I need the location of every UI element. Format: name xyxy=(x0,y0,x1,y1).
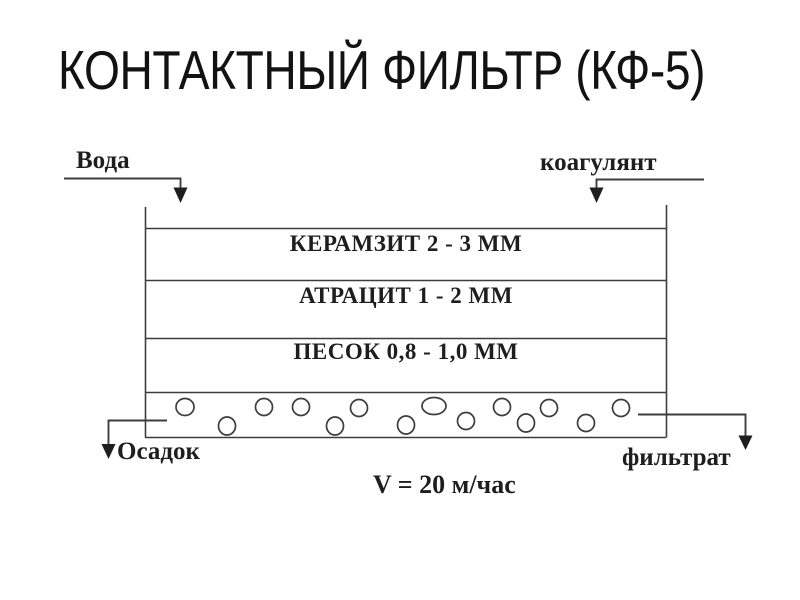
pebble xyxy=(325,416,345,436)
coagulant-inlet-pipe xyxy=(595,178,704,190)
sludge-arrowhead xyxy=(101,444,116,459)
pebble xyxy=(492,397,512,417)
layer-label-pesok: ПЕСОК 0,8 - 1,0 ММ xyxy=(293,339,519,364)
pebble xyxy=(456,411,476,431)
filtrate-arrowhead xyxy=(738,435,753,450)
water-inlet-label: Вода xyxy=(76,147,130,174)
gravel-pebbles xyxy=(175,396,631,436)
filtration-velocity-label: V = 20 м/час xyxy=(373,470,516,499)
pebble xyxy=(349,398,369,418)
pebble xyxy=(396,415,416,435)
water-inlet-pipe xyxy=(64,177,182,190)
pebble xyxy=(576,413,596,433)
pebble xyxy=(539,398,559,418)
pebble xyxy=(175,397,195,417)
pebble xyxy=(217,416,237,436)
pebble xyxy=(254,397,274,417)
water-inlet-arrowhead xyxy=(173,187,188,203)
pebble xyxy=(516,413,536,433)
layer-label-atracit: АТРАЦИТ 1 - 2 ММ xyxy=(299,283,513,308)
pebble xyxy=(291,397,311,417)
coagulant-inlet-label: коагулянт xyxy=(540,149,657,176)
filtrate-outlet-label: фильтрат xyxy=(622,444,731,471)
sludge-outlet-pipe xyxy=(107,419,167,446)
slide-title-text: КОНТАКТНЫЙ ФИЛЬТР (КФ-5) xyxy=(58,39,706,101)
pebble xyxy=(611,398,631,418)
slide-title: КОНТАКТНЫЙ ФИЛЬТР (КФ-5) xyxy=(58,43,800,98)
sludge-outlet-label: Осадок xyxy=(117,438,200,465)
layer-label-keramzit: КЕРАМЗИТ 2 - 3 ММ xyxy=(289,231,523,256)
filtrate-outlet-pipe xyxy=(638,413,747,437)
pebble xyxy=(421,396,447,416)
coagulant-arrowhead xyxy=(589,187,604,203)
